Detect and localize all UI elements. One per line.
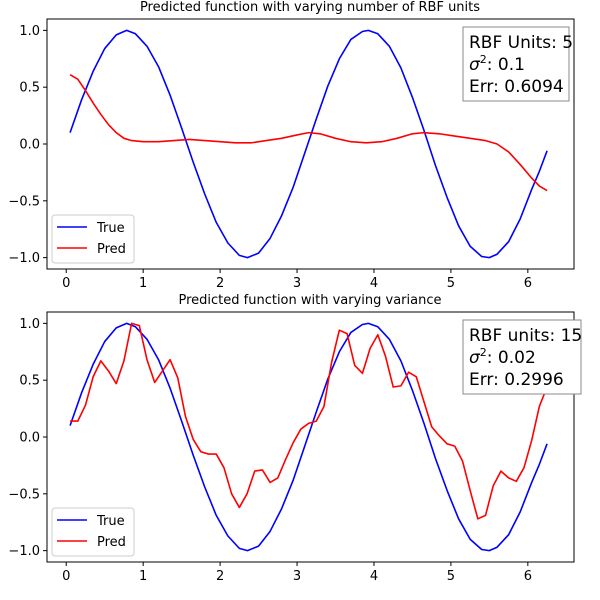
x-tick-label: 2 (216, 569, 224, 584)
info-sigma-exp: 2 (480, 346, 487, 359)
y-tick-label: 1.0 (19, 24, 40, 39)
x-tick-label: 3 (293, 569, 301, 584)
info-units: RBF units: 15 (469, 326, 582, 346)
info-sigma: σ2: 0.02 (469, 346, 536, 368)
chart-top-x-ticks: 0 1 2 3 4 5 6 (62, 269, 532, 291)
x-tick-label: 0 (62, 276, 70, 291)
x-tick-label: 2 (216, 276, 224, 291)
chart-bottom-info-box: RBF units: 15 σ2: 0.02 Err: 0.2996 (462, 319, 582, 395)
legend-true-label: True (96, 514, 125, 529)
chart-top-legend: True Pred (51, 214, 135, 264)
info-sigma-value: : 0.1 (487, 55, 525, 75)
chart-top-series (69, 29, 548, 259)
x-tick-label: 5 (447, 276, 455, 291)
x-tick-label: 5 (447, 569, 455, 584)
chart-bottom-title: Predicted function with varying variance (178, 293, 441, 308)
chart-top-title: Predicted function with varying number o… (140, 0, 480, 15)
x-tick-label: 6 (524, 276, 532, 291)
y-tick-label: 0.0 (19, 138, 40, 153)
legend-true-label: True (96, 221, 125, 236)
top-series-pred-line (69, 73, 548, 192)
x-tick-label: 0 (62, 569, 70, 584)
info-sigma-value: : 0.02 (487, 348, 536, 368)
chart-bottom-x-ticks: 0 1 2 3 4 5 6 (62, 562, 532, 584)
info-sigma-symbol: σ (469, 55, 481, 75)
chart-top-info-box: RBF Units: 5 σ2: 0.1 Err: 0.6094 (462, 26, 573, 102)
y-tick-label: 0.0 (19, 431, 40, 446)
chart-top: Predicted function with varying number o… (8, 0, 575, 291)
chart-bottom-series (69, 322, 548, 552)
x-tick-label: 6 (524, 569, 532, 584)
chart-bottom-legend: True Pred (51, 507, 135, 557)
x-tick-label: 4 (370, 276, 378, 291)
info-box-frame (462, 26, 570, 102)
chart-bottom-y-ticks: −1.0 −0.5 0.0 0.5 1.0 (8, 317, 47, 559)
info-sigma-exp: 2 (480, 53, 487, 66)
chart-bottom: Predicted function with varying variance… (8, 293, 582, 584)
legend-pred-label: Pred (97, 535, 126, 550)
info-units: RBF Units: 5 (469, 33, 573, 53)
x-tick-label: 4 (370, 569, 378, 584)
y-tick-label: −1.0 (8, 544, 40, 559)
top-series-true-line (69, 29, 548, 259)
info-sigma: σ2: 0.1 (469, 53, 525, 75)
y-tick-label: −1.0 (8, 251, 40, 266)
x-tick-label: 1 (139, 276, 147, 291)
info-err: Err: 0.2996 (469, 370, 564, 390)
chart-top-y-ticks: −1.0 −0.5 0.0 0.5 1.0 (8, 24, 47, 266)
y-tick-label: 0.5 (19, 374, 40, 389)
legend-pred-label: Pred (97, 242, 126, 257)
y-tick-label: −0.5 (8, 194, 40, 209)
info-err: Err: 0.6094 (469, 77, 564, 97)
y-tick-label: 1.0 (19, 317, 40, 332)
info-box-frame (462, 319, 582, 395)
y-tick-label: 0.5 (19, 81, 40, 96)
bottom-series-true-line (69, 322, 548, 552)
x-tick-label: 1 (139, 569, 147, 584)
info-sigma-symbol: σ (469, 348, 481, 368)
y-tick-label: −0.5 (8, 487, 40, 502)
bottom-series-pred-line (70, 322, 548, 520)
x-tick-label: 3 (293, 276, 301, 291)
